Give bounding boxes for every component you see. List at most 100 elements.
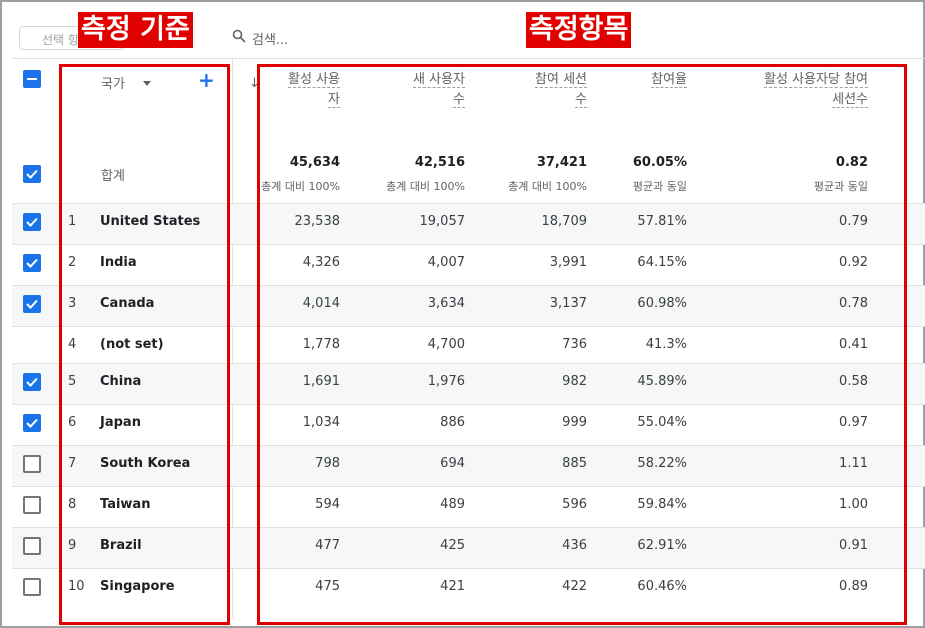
metric-cell: 594 xyxy=(315,497,340,512)
total-subtext: 평균과 동일 xyxy=(813,180,868,193)
metric-cell: 798 xyxy=(315,456,340,471)
country-name[interactable]: China xyxy=(100,374,142,389)
metric-cell: 55.04% xyxy=(637,415,687,430)
metric-cell: 60.46% xyxy=(637,579,687,594)
search-icon[interactable] xyxy=(232,29,246,43)
metric-header-active-users[interactable]: 활성 사용 자 xyxy=(288,72,340,108)
table-row[interactable] xyxy=(12,527,925,568)
row-checkbox[interactable] xyxy=(23,496,41,514)
metric-cell: 421 xyxy=(440,579,465,594)
country-name[interactable]: Taiwan xyxy=(100,497,151,512)
total-subtext: 총계 대비 100% xyxy=(508,180,587,193)
table-row[interactable] xyxy=(12,285,925,326)
row-number: 3 xyxy=(68,296,77,311)
country-name[interactable]: South Korea xyxy=(100,456,191,471)
table-row[interactable] xyxy=(12,568,925,609)
metric-cell: 0.89 xyxy=(839,579,868,594)
metric-cell: 1.00 xyxy=(839,497,868,512)
country-name[interactable]: Singapore xyxy=(100,579,175,594)
column-divider xyxy=(232,58,233,618)
country-name[interactable]: Canada xyxy=(100,296,155,311)
metric-cell: 4,007 xyxy=(427,255,465,270)
table-row[interactable] xyxy=(12,363,925,404)
row-number: 5 xyxy=(68,374,77,389)
total-value: 60.05% xyxy=(632,155,687,170)
metrics-annotation-label: 측정항목 xyxy=(526,12,632,48)
metric-cell: 477 xyxy=(315,538,340,553)
dimension-annotation-box xyxy=(59,64,230,625)
metric-cell: 886 xyxy=(440,415,465,430)
table-row[interactable] xyxy=(12,445,925,486)
total-value: 45,634 xyxy=(289,155,340,170)
metric-cell: 0.97 xyxy=(839,415,868,430)
metric-cell: 694 xyxy=(440,456,465,471)
row-checkbox[interactable] xyxy=(23,414,41,432)
metric-cell: 436 xyxy=(562,538,587,553)
header-divider xyxy=(12,58,925,59)
metric-header-engaged-sessions[interactable]: 참여 세션 수 xyxy=(535,72,587,108)
metric-cell: 3,634 xyxy=(427,296,465,311)
row-checkbox[interactable] xyxy=(23,537,41,555)
dropdown-caret-icon[interactable] xyxy=(143,81,151,86)
search-input[interactable]: 검색... xyxy=(252,33,289,48)
total-value: 42,516 xyxy=(414,155,465,170)
metric-cell: 4,700 xyxy=(427,337,465,352)
metric-cell: 4,014 xyxy=(302,296,340,311)
dimension-annotation-label: 측정 기준 xyxy=(78,12,193,48)
row-checkbox[interactable] xyxy=(23,254,41,272)
row-checkbox[interactable] xyxy=(23,295,41,313)
row-checkbox[interactable] xyxy=(23,578,41,596)
row-checkbox[interactable] xyxy=(23,373,41,391)
row-checkbox[interactable] xyxy=(23,213,41,231)
metric-cell: 736 xyxy=(562,337,587,352)
metric-cell: 60.98% xyxy=(637,296,687,311)
metric-cell: 0.58 xyxy=(839,374,868,389)
metric-cell: 0.78 xyxy=(839,296,868,311)
row-number: 7 xyxy=(68,456,77,471)
country-name[interactable]: Brazil xyxy=(100,538,142,553)
row-number: 10 xyxy=(68,579,85,594)
metric-cell: 41.3% xyxy=(645,337,687,352)
row-number: 9 xyxy=(68,538,77,553)
total-subtext: 총계 대비 100% xyxy=(386,180,465,193)
metric-cell: 596 xyxy=(562,497,587,512)
metric-header-new-users[interactable]: 새 사용자 수 xyxy=(413,72,465,108)
metric-cell: 58.22% xyxy=(637,456,687,471)
metric-header-engagement-rate[interactable]: 참여율 xyxy=(651,72,687,88)
table-row[interactable] xyxy=(12,486,925,527)
totals-checkbox[interactable] xyxy=(23,165,41,183)
metric-cell: 62.91% xyxy=(637,538,687,553)
row-checkbox[interactable] xyxy=(23,455,41,473)
metric-header-sessions-per-user[interactable]: 활성 사용자당 참여 세션수 xyxy=(764,72,868,108)
row-number: 6 xyxy=(68,415,77,430)
metric-cell: 1,778 xyxy=(302,337,340,352)
metrics-annotation-box xyxy=(257,64,907,625)
metric-cell: 999 xyxy=(562,415,587,430)
metric-cell: 59.84% xyxy=(637,497,687,512)
country-name[interactable]: United States xyxy=(100,214,201,229)
metric-cell: 4,326 xyxy=(302,255,340,270)
table-row[interactable] xyxy=(12,203,925,244)
table-row[interactable] xyxy=(12,326,925,363)
metric-cell: 3,137 xyxy=(549,296,587,311)
metric-cell: 489 xyxy=(440,497,465,512)
total-subtext: 평균과 동일 xyxy=(632,180,687,193)
country-name[interactable]: India xyxy=(100,255,137,270)
sort-down-icon[interactable]: ↓ xyxy=(249,76,260,91)
table-row[interactable] xyxy=(12,404,925,445)
metric-cell: 1,976 xyxy=(427,374,465,389)
add-dimension-icon[interactable]: + xyxy=(198,68,215,92)
total-value: 0.82 xyxy=(835,155,868,170)
row-number: 4 xyxy=(68,337,77,352)
metric-cell: 64.15% xyxy=(637,255,687,270)
country-name[interactable]: Japan xyxy=(100,415,141,430)
totals-label: 합계 xyxy=(101,169,125,184)
country-name[interactable]: (not set) xyxy=(100,337,164,352)
select-all-checkbox[interactable] xyxy=(23,70,41,88)
table-row[interactable] xyxy=(12,244,925,285)
metric-cell: 3,991 xyxy=(549,255,587,270)
dimension-header[interactable]: 국가 xyxy=(101,77,125,92)
metric-cell: 1,034 xyxy=(302,415,340,430)
row-number: 2 xyxy=(68,255,77,270)
row-number: 8 xyxy=(68,497,77,512)
